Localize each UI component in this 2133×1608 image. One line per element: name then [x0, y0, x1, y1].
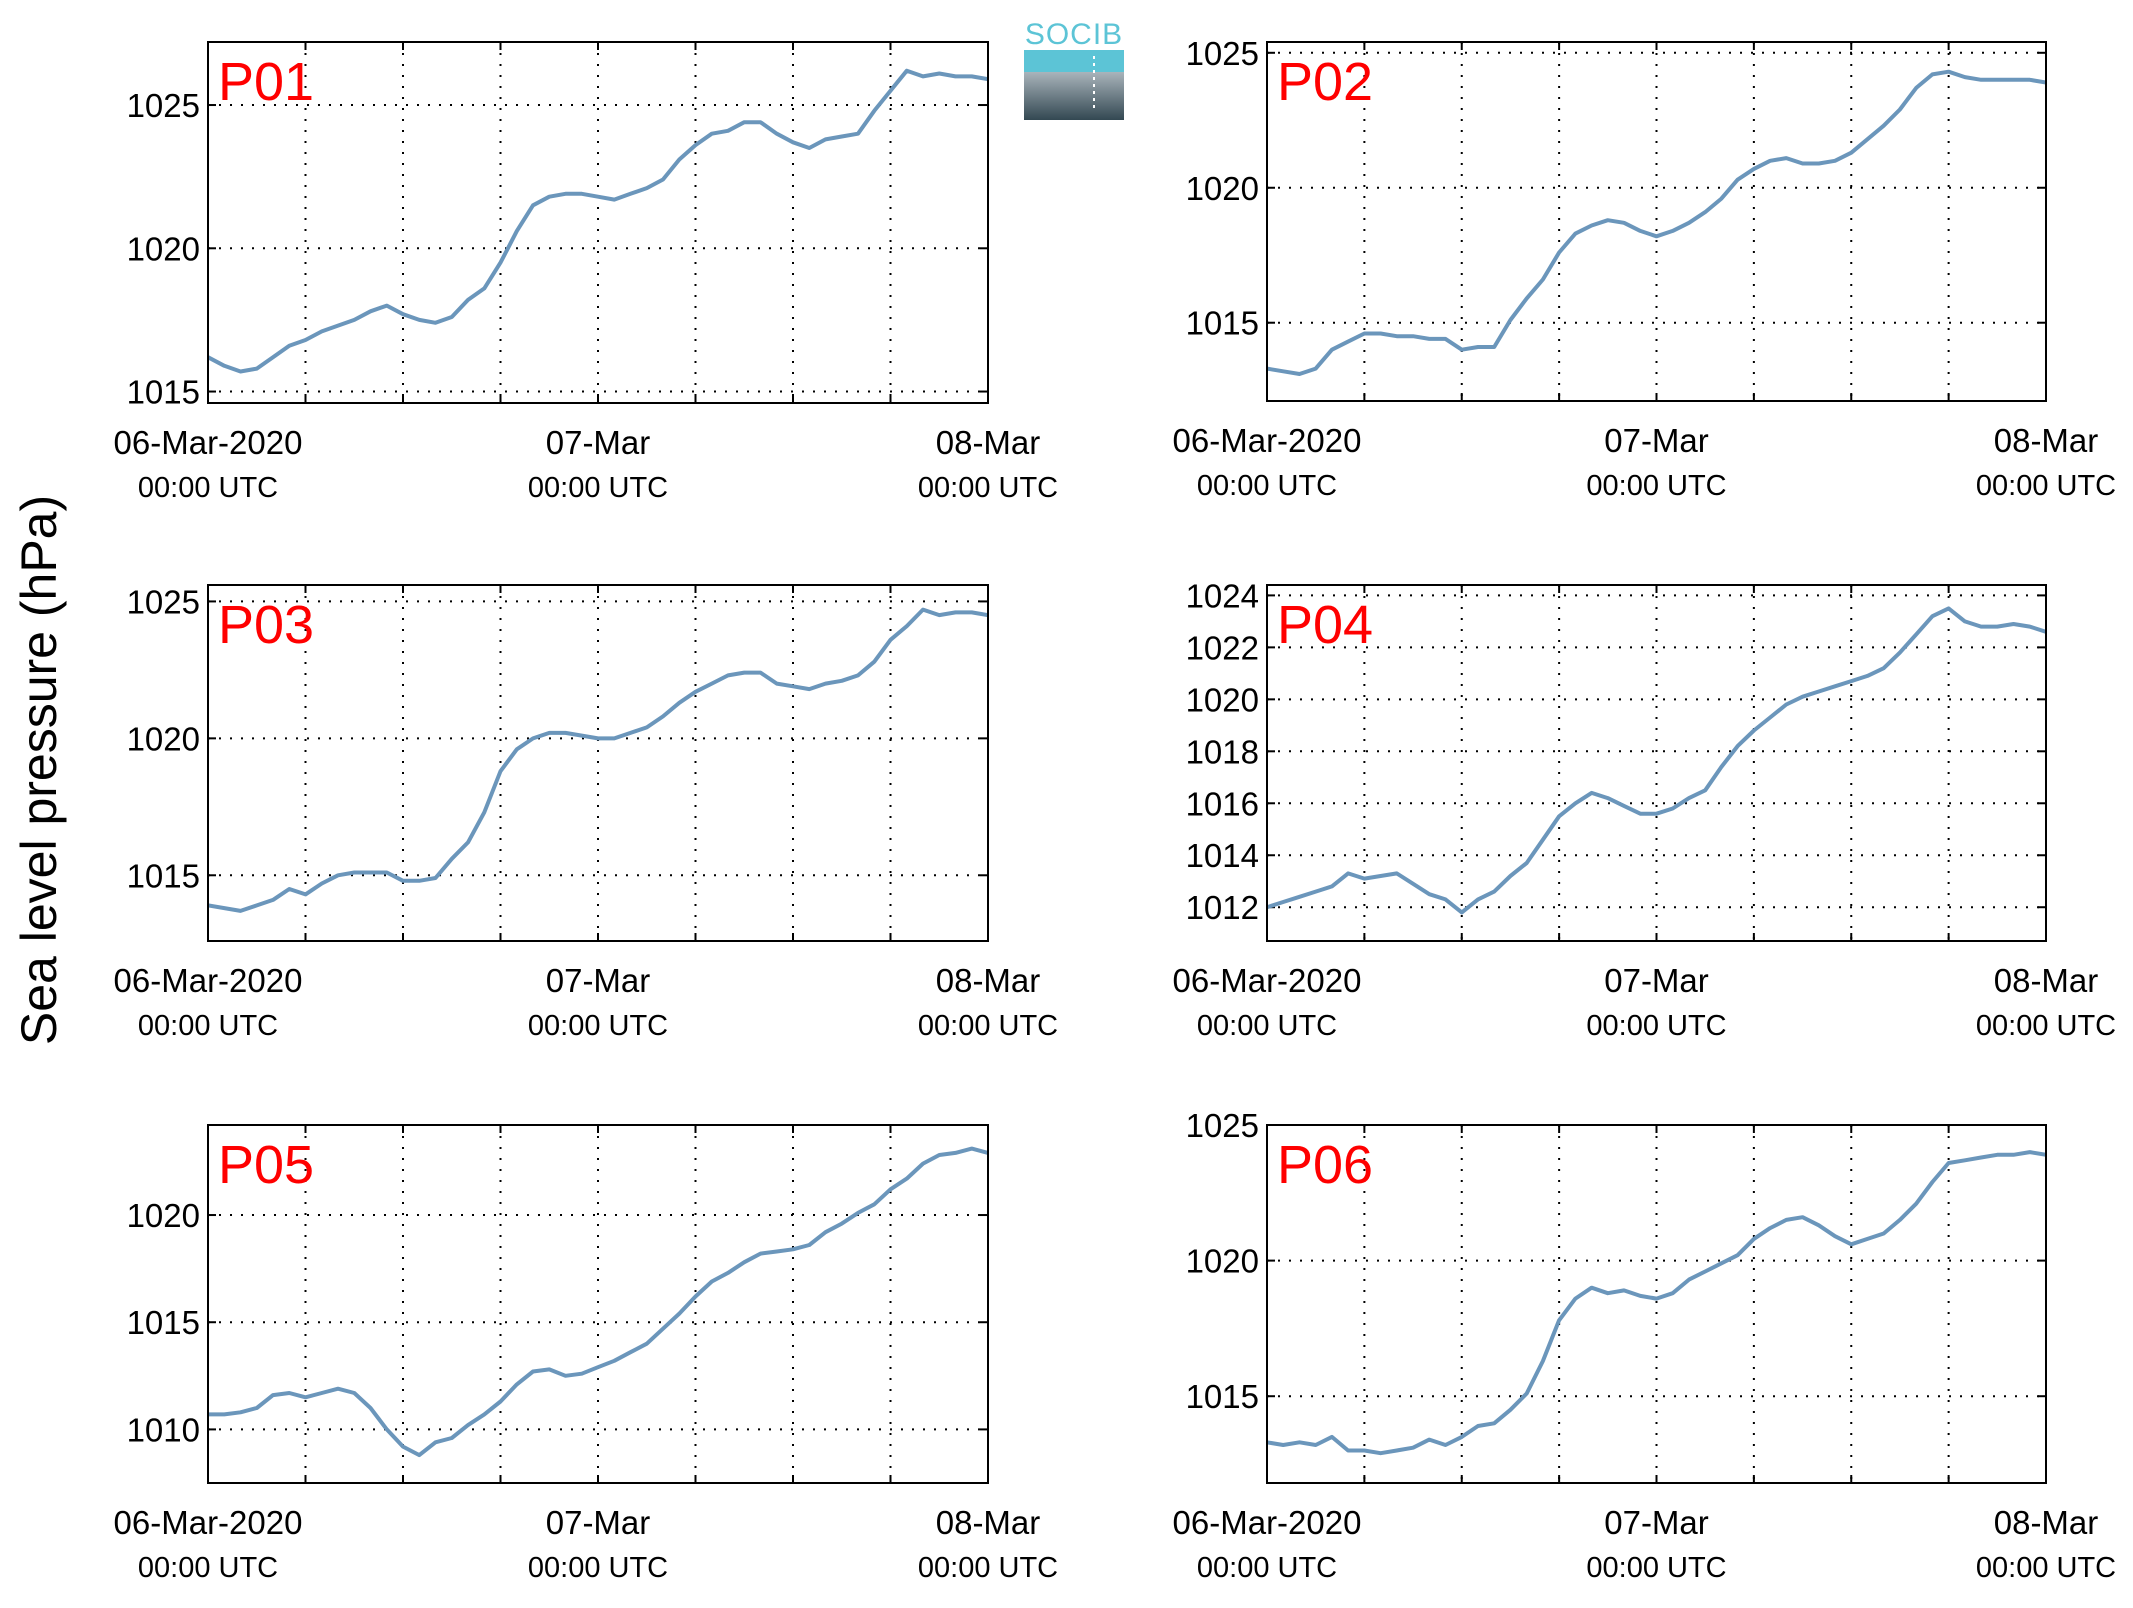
- socib-logo-text: SOCIB: [1025, 18, 1123, 51]
- p04-ytick-label: 1016: [1186, 785, 1259, 822]
- p04-ytick-label: 1014: [1186, 837, 1259, 874]
- p05-ytick-label: 1010: [127, 1411, 200, 1448]
- p03-xtick-date-label: 08-Mar: [936, 962, 1041, 999]
- p03-xtick-date-label: 07-Mar: [546, 962, 651, 999]
- p05-xtick-date-label: 07-Mar: [546, 1504, 651, 1541]
- p06-panel-label: P06: [1277, 1135, 1373, 1195]
- panels: 1015 1020 1025 06-Mar-2020 00:00 UTC 07-Mar 00…: [114, 35, 2117, 1584]
- p05-ytick-label: 1020: [127, 1197, 200, 1234]
- p04-xtick-time-label: 00:00 UTC: [1197, 1010, 1337, 1042]
- p06-xtick-time-label: 00:00 UTC: [1586, 1552, 1726, 1584]
- p05-xtick-date-label: 08-Mar: [936, 1504, 1041, 1541]
- p04-panel-label: P04: [1277, 595, 1373, 655]
- y-axis-label: Sea level pressure (hPa): [11, 495, 67, 1045]
- p04-xtick-date-label: 08-Mar: [1994, 962, 2099, 999]
- p04-xtick-time-label: 00:00 UTC: [1976, 1010, 2116, 1042]
- panel-p06: 1015 1020 1025 06-Mar-2020 00:00 UTC 07-Mar 00…: [1173, 1107, 2117, 1584]
- p06-ytick-label: 1020: [1186, 1243, 1259, 1280]
- panel-p02: 1015 1020 1025 06-Mar-2020 00:00 UTC 07-Mar 00…: [1173, 35, 2117, 502]
- p02-series-line: [1267, 69, 2046, 376]
- p04-ytick-label: 1012: [1186, 889, 1259, 926]
- p04-series-line: [1267, 606, 2046, 915]
- p06-axes-frame: [1266, 1124, 2047, 1484]
- p04-xtick-date-label: 07-Mar: [1604, 962, 1709, 999]
- p02-xtick-time-label: 00:00 UTC: [1197, 470, 1337, 502]
- socib-logo-band: [1024, 50, 1124, 72]
- p03-axes-frame: [207, 584, 989, 942]
- p06-xtick-date-label: 07-Mar: [1604, 1504, 1709, 1541]
- p06-ytick-label: 1015: [1186, 1378, 1259, 1415]
- p03-xtick-date-label: 06-Mar-2020: [114, 962, 303, 999]
- panel-p03: 1015 1020 1025 06-Mar-2020 00:00 UTC 07-Mar 00…: [114, 583, 1059, 1042]
- p05-panel-label: P05: [218, 1135, 314, 1195]
- panel-p05: 1010 1015 1020 06-Mar-2020 00:00 UTC 07-Mar 00…: [114, 1124, 1058, 1584]
- p01-xtick-time-label: 00:00 UTC: [528, 472, 668, 504]
- p05-xtick-time-label: 00:00 UTC: [528, 1552, 668, 1584]
- p05-ytick-label: 1015: [127, 1304, 200, 1341]
- p02-xtick-date-label: 07-Mar: [1604, 422, 1709, 459]
- p02-panel-label: P02: [1277, 52, 1373, 112]
- p01-axes-frame: [207, 41, 989, 404]
- p03-xtick-time-label: 00:00 UTC: [138, 1010, 278, 1042]
- socib-logo-block: [1024, 72, 1124, 120]
- panel-p01: 1015 1020 1025 06-Mar-2020 00:00 UTC 07-Mar 00…: [114, 41, 1058, 504]
- socib-logo: SOCIB: [1024, 18, 1124, 120]
- p01-ytick-label: 1025: [127, 87, 200, 124]
- p02-axes-frame: [1266, 41, 2047, 402]
- p03-series-line: [208, 607, 988, 913]
- p05-xtick-time-label: 00:00 UTC: [138, 1552, 278, 1584]
- p01-ytick-label: 1015: [127, 374, 200, 411]
- p03-ytick-label: 1025: [127, 583, 200, 620]
- p02-ytick-label: 1020: [1186, 170, 1259, 207]
- p02-xtick-date-label: 06-Mar-2020: [1173, 422, 1362, 459]
- p04-ytick-label: 1018: [1186, 733, 1259, 770]
- p06-series-line: [1267, 1150, 2046, 1456]
- p03-panel-label: P03: [218, 595, 314, 655]
- p02-ytick-label: 1015: [1186, 305, 1259, 342]
- p06-ytick-label: 1025: [1186, 1107, 1259, 1144]
- p01-xtick-date-label: 08-Mar: [936, 424, 1041, 461]
- p04-axes-frame: [1266, 584, 2047, 942]
- p02-xtick-date-label: 08-Mar: [1994, 422, 2099, 459]
- p06-xtick-time-label: 00:00 UTC: [1197, 1552, 1337, 1584]
- p06-xtick-date-label: 08-Mar: [1994, 1504, 2099, 1541]
- p01-xtick-time-label: 00:00 UTC: [138, 472, 278, 504]
- p04-ytick-label: 1024: [1186, 577, 1259, 614]
- p05-xtick-date-label: 06-Mar-2020: [114, 1504, 303, 1541]
- p04-ytick-label: 1022: [1186, 629, 1259, 666]
- p03-xtick-time-label: 00:00 UTC: [918, 1010, 1058, 1042]
- p06-xtick-date-label: 06-Mar-2020: [1173, 1504, 1362, 1541]
- p03-xtick-time-label: 00:00 UTC: [528, 1010, 668, 1042]
- p02-xtick-time-label: 00:00 UTC: [1586, 470, 1726, 502]
- p03-ytick-label: 1020: [127, 720, 200, 757]
- p05-xtick-time-label: 00:00 UTC: [918, 1552, 1058, 1584]
- p01-xtick-date-label: 06-Mar-2020: [114, 424, 303, 461]
- p06-xtick-time-label: 00:00 UTC: [1976, 1552, 2116, 1584]
- p01-xtick-time-label: 00:00 UTC: [918, 472, 1058, 504]
- p02-ytick-label: 1025: [1186, 35, 1259, 72]
- panel-p04: 1012 1014 1016 1018 1020 1022 1024 06-Mar-2020 0…: [1173, 577, 2117, 1042]
- p05-axes-frame: [207, 1124, 989, 1484]
- p03-ytick-label: 1015: [127, 857, 200, 894]
- p01-panel-label: P01: [218, 52, 314, 112]
- p04-xtick-date-label: 06-Mar-2020: [1173, 962, 1362, 999]
- p01-series-line: [208, 68, 988, 374]
- p04-xtick-time-label: 00:00 UTC: [1586, 1010, 1726, 1042]
- p04-ytick-label: 1020: [1186, 681, 1259, 718]
- p05-series-line: [208, 1146, 988, 1458]
- p01-xtick-date-label: 07-Mar: [546, 424, 651, 461]
- p02-xtick-time-label: 00:00 UTC: [1976, 470, 2116, 502]
- p01-ytick-label: 1020: [127, 230, 200, 267]
